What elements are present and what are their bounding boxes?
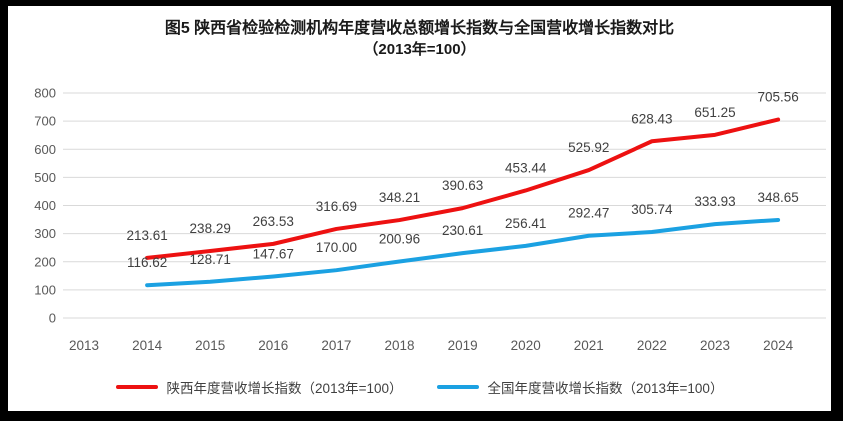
data-label: 128.71 — [190, 252, 231, 267]
chart-title: 图5 陕西省检验检测机构年度营收总额增长指数与全国营收增长指数对比 （2013年… — [8, 18, 831, 60]
data-label: 305.74 — [631, 202, 673, 217]
chart-title-line2: （2013年=100） — [363, 40, 476, 58]
y-axis-tick-label: 0 — [49, 311, 56, 326]
x-axis-tick-label: 2019 — [448, 338, 478, 353]
data-label: 348.21 — [379, 190, 420, 205]
legend-label-national: 全国年度营收增长指数（2013年=100） — [487, 381, 724, 396]
legend-item-shaanxi: 陕西年度营收增长指数（2013年=100） — [115, 377, 403, 397]
data-label: 238.29 — [190, 221, 231, 236]
x-axis-tick-label: 2014 — [132, 338, 163, 353]
series-line-national — [145, 217, 781, 288]
data-label: 628.43 — [631, 111, 672, 126]
data-label: 651.25 — [694, 105, 735, 120]
data-label: 116.62 — [127, 255, 167, 270]
x-axis-tick-label: 2024 — [763, 338, 794, 353]
data-label: 256.41 — [505, 216, 546, 231]
x-axis-tick-label: 2018 — [384, 338, 414, 353]
data-label: 200.96 — [379, 231, 420, 246]
x-axis-tick-label: 2023 — [700, 338, 730, 353]
data-label: 348.65 — [757, 190, 798, 205]
data-label: 705.56 — [757, 90, 798, 105]
x-axis-tick-label: 2013 — [69, 338, 99, 353]
series-line-shaanxi — [145, 117, 781, 260]
y-axis-tick-label: 500 — [34, 170, 56, 185]
x-axis-tick-label: 2017 — [321, 338, 351, 353]
x-axis-tick-label: 2015 — [195, 338, 225, 353]
legend-item-national: 全国年度营收增长指数（2013年=100） — [436, 377, 724, 397]
line-chart: 0 100 200 300 400 500 600 700 800 2013 2014 2015 201… — [34, 86, 826, 353]
data-label: 147.67 — [253, 246, 294, 261]
legend-line-swatch-shaanxi — [115, 384, 158, 390]
data-label: 525.92 — [568, 140, 609, 155]
y-axis-tick-label: 700 — [34, 114, 56, 129]
x-axis-tick-label: 2020 — [511, 338, 541, 353]
data-label: 170.00 — [316, 240, 357, 255]
y-axis-tick-label: 400 — [34, 198, 56, 213]
legend-label-shaanxi: 陕西年度营收增长指数（2013年=100） — [166, 381, 403, 396]
data-label: 213.61 — [126, 228, 167, 243]
chart-card: 图5 陕西省检验检测机构年度营收总额增长指数与全国营收增长指数对比 （2013年… — [8, 6, 831, 411]
chart-legend: 陕西年度营收增长指数（2013年=100） 全国年度营收增长指数（2013年=1… — [8, 372, 831, 402]
legend-line-swatch-national — [436, 384, 479, 390]
x-axis-tick-label: 2022 — [637, 338, 667, 353]
y-axis-tick-label: 600 — [34, 142, 56, 157]
data-label: 333.93 — [694, 194, 735, 209]
data-label: 292.47 — [568, 206, 609, 221]
y-axis-tick-label: 200 — [34, 254, 56, 269]
data-label: 453.44 — [505, 160, 547, 175]
x-axis-tick-label: 2016 — [258, 338, 288, 353]
data-label: 316.69 — [316, 199, 357, 214]
x-axis-tick-label: 2021 — [574, 338, 604, 353]
data-label: 390.63 — [442, 178, 483, 193]
y-axis-tick-label: 800 — [34, 86, 56, 101]
chart-title-line1: 图5 陕西省检验检测机构年度营收总额增长指数与全国营收增长指数对比 — [164, 20, 675, 37]
data-label: 230.61 — [442, 223, 483, 238]
data-label: 263.53 — [253, 214, 294, 229]
y-axis-tick-label: 300 — [34, 226, 56, 241]
y-axis-tick-label: 100 — [34, 282, 56, 297]
